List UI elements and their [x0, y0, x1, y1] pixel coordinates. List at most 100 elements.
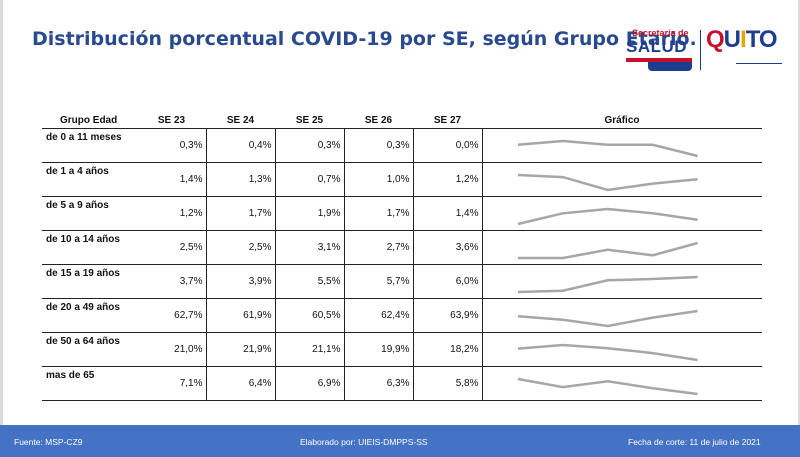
- sparkline-cell: [482, 195, 762, 231]
- percent-cell: 6,4%: [206, 365, 276, 401]
- percent-cell: 1,9%: [275, 195, 345, 231]
- sparkline-chart: [517, 309, 698, 327]
- percent-cell: 1,3%: [206, 161, 276, 197]
- percent-cell: 3,7%: [137, 263, 207, 299]
- salud-logo-signature: [648, 62, 692, 71]
- sparkline-line: [517, 275, 698, 293]
- header-grupo-edad: Grupo Edad: [42, 102, 137, 129]
- age-group-label: de 20 a 49 años: [42, 297, 137, 333]
- header-se26: SE 26: [344, 102, 413, 129]
- salud-logo-top-text: Secretaría de: [632, 28, 689, 38]
- sparkline-line: [517, 241, 698, 259]
- percent-cell: 18,2%: [413, 331, 483, 367]
- percent-cell: 1,7%: [206, 195, 276, 231]
- table-row: de 5 a 9 años 1,2% 1,7% 1,9% 1,7% 1,4%: [42, 195, 762, 231]
- quito-logo-text: QUITO: [706, 26, 778, 53]
- sparkline-line: [517, 173, 698, 191]
- sparkline-cell: [482, 161, 762, 197]
- percent-cell: 2,5%: [206, 229, 276, 265]
- percent-cell: 1,2%: [413, 161, 483, 197]
- percent-cell: 62,4%: [344, 297, 414, 333]
- percent-cell: 0,7%: [275, 161, 345, 197]
- percent-cell: 61,9%: [206, 297, 276, 333]
- sparkline-cell: [482, 297, 762, 333]
- slide-border-right: [798, 0, 800, 425]
- sparkline-cell: [482, 229, 762, 265]
- header-se24: SE 24: [206, 102, 275, 129]
- percent-cell: 6,0%: [413, 263, 483, 299]
- percent-cell: 5,7%: [344, 263, 414, 299]
- age-group-label: de 15 a 19 años: [42, 263, 137, 299]
- sparkline-line: [517, 343, 698, 361]
- percent-cell: 19,9%: [344, 331, 414, 367]
- sparkline-chart: [517, 207, 698, 225]
- footer-bar: Fuente: MSP-CZ9 Elaborado por: UIEIS-DMP…: [0, 425, 800, 457]
- age-group-label: de 0 a 11 meses: [42, 127, 137, 163]
- table-row: mas de 65 7,1% 6,4% 6,9% 6,3% 5,8%: [42, 365, 762, 401]
- percent-cell: 6,3%: [344, 365, 414, 401]
- sparkline-chart: [517, 377, 698, 395]
- footer-source: Fuente: MSP-CZ9: [14, 437, 83, 447]
- footer-elaborated: Elaborado por: UIEIS-DMPPS-SS: [300, 437, 428, 447]
- sparkline-line: [517, 377, 698, 395]
- percent-cell: 62,7%: [137, 297, 207, 333]
- percent-cell: 21,0%: [137, 331, 207, 367]
- quito-logo-signature: [736, 56, 782, 64]
- percent-cell: 0,0%: [413, 127, 483, 163]
- header-grafico: Gráfico: [482, 102, 762, 129]
- age-group-label: de 5 a 9 años: [42, 195, 137, 231]
- sparkline-cell: [482, 365, 762, 401]
- sparkline-chart: [517, 139, 698, 157]
- age-group-label: de 10 a 14 años: [42, 229, 137, 265]
- percent-cell: 1,4%: [413, 195, 483, 231]
- percent-cell: 21,1%: [275, 331, 345, 367]
- secretaria-salud-logo: Secretaría de SALUD: [620, 28, 696, 72]
- slide-border-left: [0, 0, 3, 425]
- table-row: de 50 a 64 años 21,0% 21,9% 21,1% 19,9% 18,2%: [42, 331, 762, 367]
- percent-cell: 7,1%: [137, 365, 207, 401]
- sparkline-chart: [517, 173, 698, 191]
- percent-cell: 2,5%: [137, 229, 207, 265]
- percent-cell: 3,9%: [206, 263, 276, 299]
- sparkline-line: [517, 207, 698, 225]
- table-row: de 20 a 49 años 62,7% 61,9% 60,5% 62,4% 63,9%: [42, 297, 762, 333]
- percent-cell: 0,3%: [275, 127, 345, 163]
- table-row: de 1 a 4 años 1,4% 1,3% 0,7% 1,0% 1,2%: [42, 161, 762, 197]
- percent-cell: 5,5%: [275, 263, 345, 299]
- percent-cell: 6,9%: [275, 365, 345, 401]
- percent-cell: 1,2%: [137, 195, 207, 231]
- sparkline-chart: [517, 241, 698, 259]
- percent-cell: 2,7%: [344, 229, 414, 265]
- table-row: de 15 a 19 años 3,7% 3,9% 5,5% 5,7% 6,0%: [42, 263, 762, 299]
- percent-cell: 21,9%: [206, 331, 276, 367]
- sparkline-line: [517, 309, 698, 327]
- percent-cell: 3,6%: [413, 229, 483, 265]
- header-se25: SE 25: [275, 102, 344, 129]
- sparkline-cell: [482, 331, 762, 367]
- sparkline-cell: [482, 263, 762, 299]
- salud-logo-bar: [626, 58, 692, 62]
- header-se27: SE 27: [413, 102, 482, 129]
- logo-separator: [700, 30, 701, 70]
- sparkline-chart: [517, 275, 698, 293]
- age-group-label: de 1 a 4 años: [42, 161, 137, 197]
- table-row: de 0 a 11 meses 0,3% 0,4% 0,3% 0,3% 0,0%: [42, 127, 762, 163]
- percent-cell: 63,9%: [413, 297, 483, 333]
- sparkline-cell: [482, 127, 762, 163]
- age-group-label: de 50 a 64 años: [42, 331, 137, 367]
- percent-cell: 0,4%: [206, 127, 276, 163]
- page-title: Distribución porcentual COVID-19 por SE,…: [32, 28, 697, 50]
- percent-cell: 5,8%: [413, 365, 483, 401]
- sparkline-chart: [517, 343, 698, 361]
- percent-cell: 1,0%: [344, 161, 414, 197]
- table-row: de 10 a 14 años 2,5% 2,5% 3,1% 2,7% 3,6%: [42, 229, 762, 265]
- age-group-label: mas de 65: [42, 365, 137, 401]
- percent-cell: 0,3%: [344, 127, 414, 163]
- percent-cell: 60,5%: [275, 297, 345, 333]
- table-header-row: Grupo Edad SE 23 SE 24 SE 25 SE 26 SE 27…: [42, 102, 762, 129]
- footer-cutoff: Fecha de corte: 11 de julio de 2021: [628, 437, 761, 447]
- age-group-table: Grupo Edad SE 23 SE 24 SE 25 SE 26 SE 27…: [42, 102, 762, 401]
- salud-logo-main-text: SALUD: [626, 37, 688, 56]
- header-se23: SE 23: [137, 102, 206, 129]
- percent-cell: 3,1%: [275, 229, 345, 265]
